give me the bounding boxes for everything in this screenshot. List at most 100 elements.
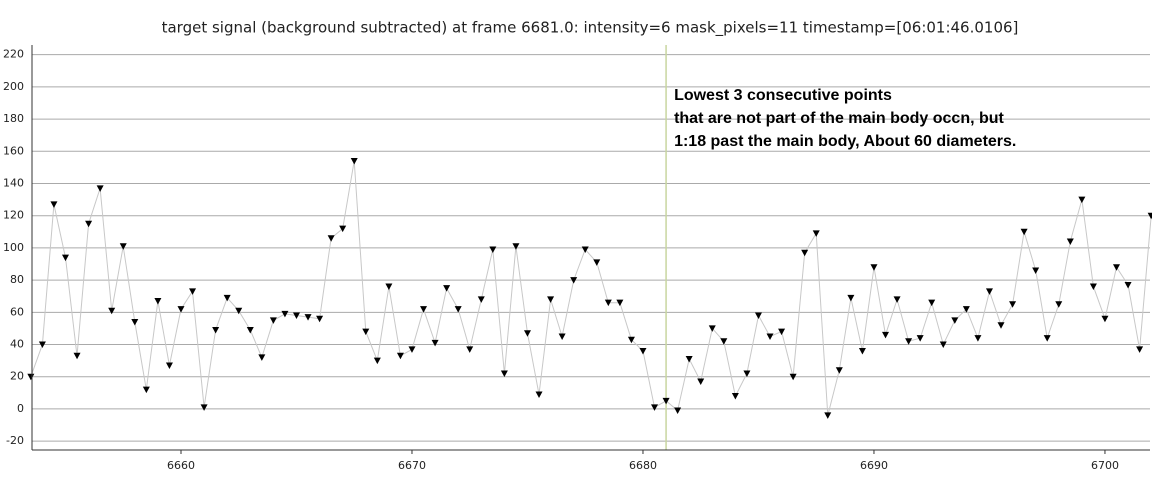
y-tick-label: 60 <box>10 305 24 318</box>
marker <box>824 412 832 419</box>
marker <box>928 299 936 307</box>
marker <box>50 201 58 208</box>
marker <box>350 157 358 165</box>
marker <box>882 331 890 339</box>
y-tick-label: 200 <box>3 80 24 93</box>
marker <box>443 285 451 292</box>
x-tick-label: 6670 <box>398 459 426 472</box>
marker <box>1078 196 1086 204</box>
y-tick-label: 120 <box>3 209 24 222</box>
plot-area <box>27 45 1152 450</box>
marker <box>1009 301 1017 308</box>
marker <box>420 306 428 313</box>
marker <box>61 254 69 262</box>
marker <box>189 288 197 295</box>
marker <box>316 315 324 323</box>
marker <box>997 322 1005 329</box>
marker <box>177 306 185 313</box>
y-tick-label: 0 <box>17 402 24 415</box>
marker <box>523 330 531 337</box>
marker <box>535 391 543 398</box>
marker <box>235 307 243 315</box>
marker <box>754 312 762 320</box>
marker <box>1124 281 1132 289</box>
x-tick-label: 6660 <box>167 459 195 472</box>
marker <box>362 328 370 336</box>
marker <box>962 306 970 313</box>
marker <box>1101 315 1109 323</box>
marker <box>674 407 682 415</box>
marker <box>200 404 208 411</box>
marker <box>766 333 774 340</box>
series-line <box>30 160 1152 416</box>
marker <box>1147 212 1152 220</box>
marker <box>489 246 497 254</box>
marker <box>789 373 797 381</box>
marker <box>812 230 820 237</box>
marker <box>558 333 566 340</box>
marker <box>258 354 266 361</box>
marker <box>593 259 601 266</box>
marker <box>1043 335 1051 342</box>
marker <box>466 346 474 353</box>
marker <box>581 246 589 254</box>
marker <box>570 277 578 284</box>
marker <box>916 335 924 342</box>
marker <box>304 314 312 321</box>
y-tick-label: 80 <box>10 273 24 286</box>
marker <box>697 378 705 386</box>
marker <box>512 243 520 250</box>
y-tick-label: 20 <box>10 370 24 383</box>
annotation: that are not part of the main body occn,… <box>674 110 1004 127</box>
marker <box>662 397 670 405</box>
marker <box>1136 346 1144 353</box>
marker <box>73 352 81 360</box>
marker <box>627 336 635 344</box>
y-tick-label: -20 <box>6 434 24 447</box>
marker <box>142 386 150 394</box>
marker <box>893 296 901 303</box>
marker <box>212 327 220 334</box>
x-tick-label: 6690 <box>860 459 888 472</box>
marker <box>801 249 809 257</box>
marker <box>985 288 993 295</box>
marker <box>269 317 277 324</box>
marker <box>847 294 855 302</box>
marker <box>616 299 624 307</box>
marker <box>685 356 693 363</box>
marker <box>119 243 127 250</box>
marker <box>373 357 381 365</box>
marker <box>431 339 439 347</box>
chart-title: target signal (background subtracted) at… <box>162 19 1019 38</box>
y-tick-label: 140 <box>3 176 24 189</box>
y-tick-label: 160 <box>3 144 24 157</box>
marker <box>720 338 728 345</box>
y-tick-label: 180 <box>3 112 24 125</box>
marker <box>96 185 104 192</box>
marker <box>27 373 35 381</box>
x-tick-label: 6680 <box>629 459 657 472</box>
marker <box>1055 301 1063 308</box>
marker <box>743 370 751 378</box>
marker <box>108 307 116 315</box>
marker <box>85 220 93 228</box>
grid <box>32 54 1150 442</box>
marker <box>708 325 716 332</box>
marker <box>500 370 508 378</box>
marker <box>38 341 46 349</box>
marker <box>327 235 335 242</box>
marker <box>131 318 139 326</box>
marker <box>639 347 647 355</box>
marker <box>1089 283 1097 291</box>
marker <box>292 312 300 320</box>
marker <box>974 335 982 342</box>
marker <box>396 352 404 360</box>
marker <box>477 296 485 303</box>
marker <box>246 327 254 334</box>
marker <box>154 298 162 305</box>
marker <box>778 328 786 336</box>
annotation: Lowest 3 consecutive points <box>674 87 892 104</box>
marker <box>339 225 347 233</box>
marker <box>547 296 555 303</box>
